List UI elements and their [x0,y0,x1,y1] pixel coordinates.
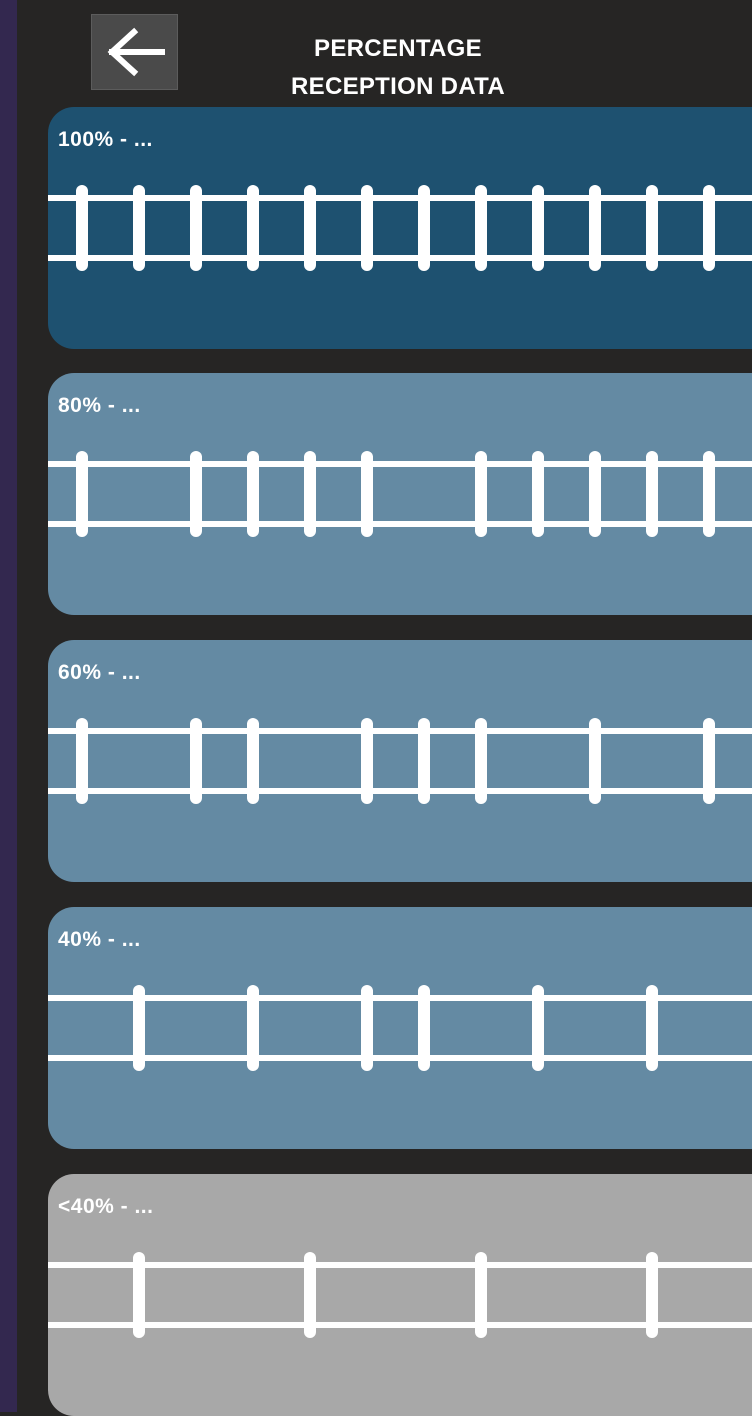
title-line-2: RECEPTION DATA [291,73,505,100]
level-card-100[interactable]: 100% - ... [48,107,752,349]
arrow-left-icon [107,27,165,77]
tie [76,185,88,271]
level-label: <40% - ... [58,1195,154,1218]
rail-top [48,995,752,1001]
rail-bottom [48,1322,752,1328]
tie [133,1252,145,1338]
tie [475,1252,487,1338]
tie [646,985,658,1071]
tie [361,185,373,271]
tie [133,185,145,271]
rail-top [48,728,752,734]
tie [247,718,259,804]
tie [418,185,430,271]
tie [361,451,373,537]
tie [190,451,202,537]
level-label: 100% - ... [58,128,153,151]
level-label: 60% - ... [58,661,141,684]
tie [475,451,487,537]
tie [304,451,316,537]
rail-top [48,1262,752,1268]
title-line-1: PERCENTAGE [314,35,482,62]
level-label: 40% - ... [58,928,141,951]
level-label: 80% - ... [58,394,141,417]
level-card-80[interactable]: 80% - ... [48,373,752,615]
tie [304,1252,316,1338]
tie [190,718,202,804]
rail-top [48,195,752,201]
tie [589,718,601,804]
rail-bottom [48,1055,752,1061]
tie [532,185,544,271]
tie [418,718,430,804]
page-title: PERCENTAGE RECEPTION DATA [250,30,546,106]
tie [304,185,316,271]
back-button[interactable] [91,14,178,90]
tie [133,985,145,1071]
rail-bottom [48,788,752,794]
tie [589,185,601,271]
tie [703,718,715,804]
tie [76,451,88,537]
tie [475,185,487,271]
tie [247,185,259,271]
tie [646,451,658,537]
level-card-40[interactable]: 40% - ... [48,907,752,1149]
rail-bottom [48,521,752,527]
level-card-below-40[interactable]: <40% - ... [48,1174,752,1416]
tie [418,985,430,1071]
tie [646,1252,658,1338]
tie [361,718,373,804]
tie [190,185,202,271]
level-card-60[interactable]: 60% - ... [48,640,752,882]
tie [247,451,259,537]
tie [532,985,544,1071]
tie [646,185,658,271]
tie [361,985,373,1071]
side-strip [0,0,17,1412]
tie [589,451,601,537]
tie [475,718,487,804]
rail-bottom [48,255,752,261]
tie [76,718,88,804]
rail-top [48,461,752,467]
tie [703,185,715,271]
tie [703,451,715,537]
tie [532,451,544,537]
tie [247,985,259,1071]
